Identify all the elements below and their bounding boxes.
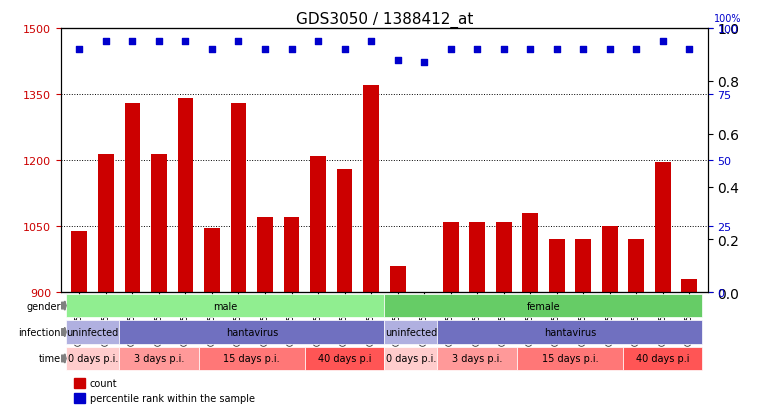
- Point: [73, 47, 85, 53]
- Bar: [575, 240, 591, 293]
- Text: 0 days p.i.: 0 days p.i.: [386, 354, 436, 363]
- Bar: [125, 104, 141, 293]
- Text: 40 days p.i: 40 days p.i: [636, 354, 689, 363]
- Point: [498, 47, 510, 53]
- Point: [418, 60, 430, 66]
- Point: [630, 47, 642, 53]
- FancyBboxPatch shape: [119, 347, 199, 370]
- Bar: [98, 154, 114, 293]
- Bar: [628, 240, 644, 293]
- FancyBboxPatch shape: [438, 320, 702, 344]
- Text: 3 days p.i.: 3 days p.i.: [134, 354, 184, 363]
- Point: [232, 39, 244, 45]
- Point: [550, 47, 562, 53]
- Bar: [336, 170, 352, 293]
- Bar: [204, 229, 220, 293]
- FancyArrow shape: [62, 328, 66, 337]
- Bar: [443, 222, 459, 293]
- Text: 3 days p.i.: 3 days p.i.: [452, 354, 502, 363]
- Title: GDS3050 / 1388412_at: GDS3050 / 1388412_at: [295, 12, 473, 28]
- Bar: [74, 378, 85, 388]
- Bar: [151, 154, 167, 293]
- Point: [577, 47, 589, 53]
- Bar: [363, 86, 379, 293]
- FancyBboxPatch shape: [384, 294, 702, 318]
- Bar: [74, 393, 85, 403]
- FancyBboxPatch shape: [119, 320, 384, 344]
- Point: [285, 47, 298, 53]
- Point: [153, 39, 165, 45]
- FancyBboxPatch shape: [66, 294, 384, 318]
- Bar: [549, 240, 565, 293]
- FancyBboxPatch shape: [438, 347, 517, 370]
- Point: [206, 47, 218, 53]
- Text: count: count: [90, 378, 118, 388]
- Point: [259, 47, 271, 53]
- FancyBboxPatch shape: [66, 320, 119, 344]
- Text: 100%: 100%: [715, 14, 742, 24]
- FancyBboxPatch shape: [66, 347, 119, 370]
- Text: uninfected: uninfected: [66, 327, 119, 337]
- Point: [524, 47, 537, 53]
- Bar: [390, 266, 406, 293]
- Point: [471, 47, 483, 53]
- Bar: [654, 163, 670, 293]
- FancyArrow shape: [62, 301, 66, 311]
- Text: female: female: [527, 301, 560, 311]
- Bar: [681, 280, 697, 293]
- Bar: [495, 222, 511, 293]
- Text: 15 days p.i.: 15 days p.i.: [542, 354, 598, 363]
- FancyBboxPatch shape: [304, 347, 384, 370]
- Point: [100, 39, 112, 45]
- Text: percentile rank within the sample: percentile rank within the sample: [90, 393, 255, 403]
- FancyBboxPatch shape: [517, 347, 623, 370]
- Text: 15 days p.i.: 15 days p.i.: [224, 354, 280, 363]
- Bar: [257, 218, 273, 293]
- Bar: [177, 99, 193, 293]
- Bar: [469, 222, 485, 293]
- Text: time: time: [39, 354, 61, 363]
- Text: 40 days p.i: 40 days p.i: [318, 354, 371, 363]
- Point: [339, 47, 351, 53]
- Text: male: male: [213, 301, 237, 311]
- FancyBboxPatch shape: [623, 347, 702, 370]
- Text: gender: gender: [26, 301, 61, 311]
- Point: [657, 39, 669, 45]
- Text: uninfected: uninfected: [385, 327, 437, 337]
- Point: [683, 47, 696, 53]
- Text: hantavirus: hantavirus: [225, 327, 278, 337]
- FancyBboxPatch shape: [199, 347, 304, 370]
- Text: hantavirus: hantavirus: [544, 327, 596, 337]
- Point: [603, 47, 616, 53]
- Bar: [310, 157, 326, 293]
- Bar: [522, 214, 538, 293]
- FancyArrow shape: [62, 354, 66, 363]
- Text: 0 days p.i.: 0 days p.i.: [68, 354, 118, 363]
- Bar: [416, 293, 432, 295]
- Bar: [602, 227, 618, 293]
- Point: [312, 39, 324, 45]
- Bar: [284, 218, 300, 293]
- Bar: [231, 104, 247, 293]
- FancyBboxPatch shape: [384, 320, 438, 344]
- Point: [444, 47, 457, 53]
- Point: [126, 39, 139, 45]
- FancyBboxPatch shape: [384, 347, 438, 370]
- Text: infection: infection: [18, 327, 61, 337]
- Point: [391, 57, 403, 64]
- Point: [180, 39, 192, 45]
- Bar: [72, 231, 88, 293]
- Point: [365, 39, 377, 45]
